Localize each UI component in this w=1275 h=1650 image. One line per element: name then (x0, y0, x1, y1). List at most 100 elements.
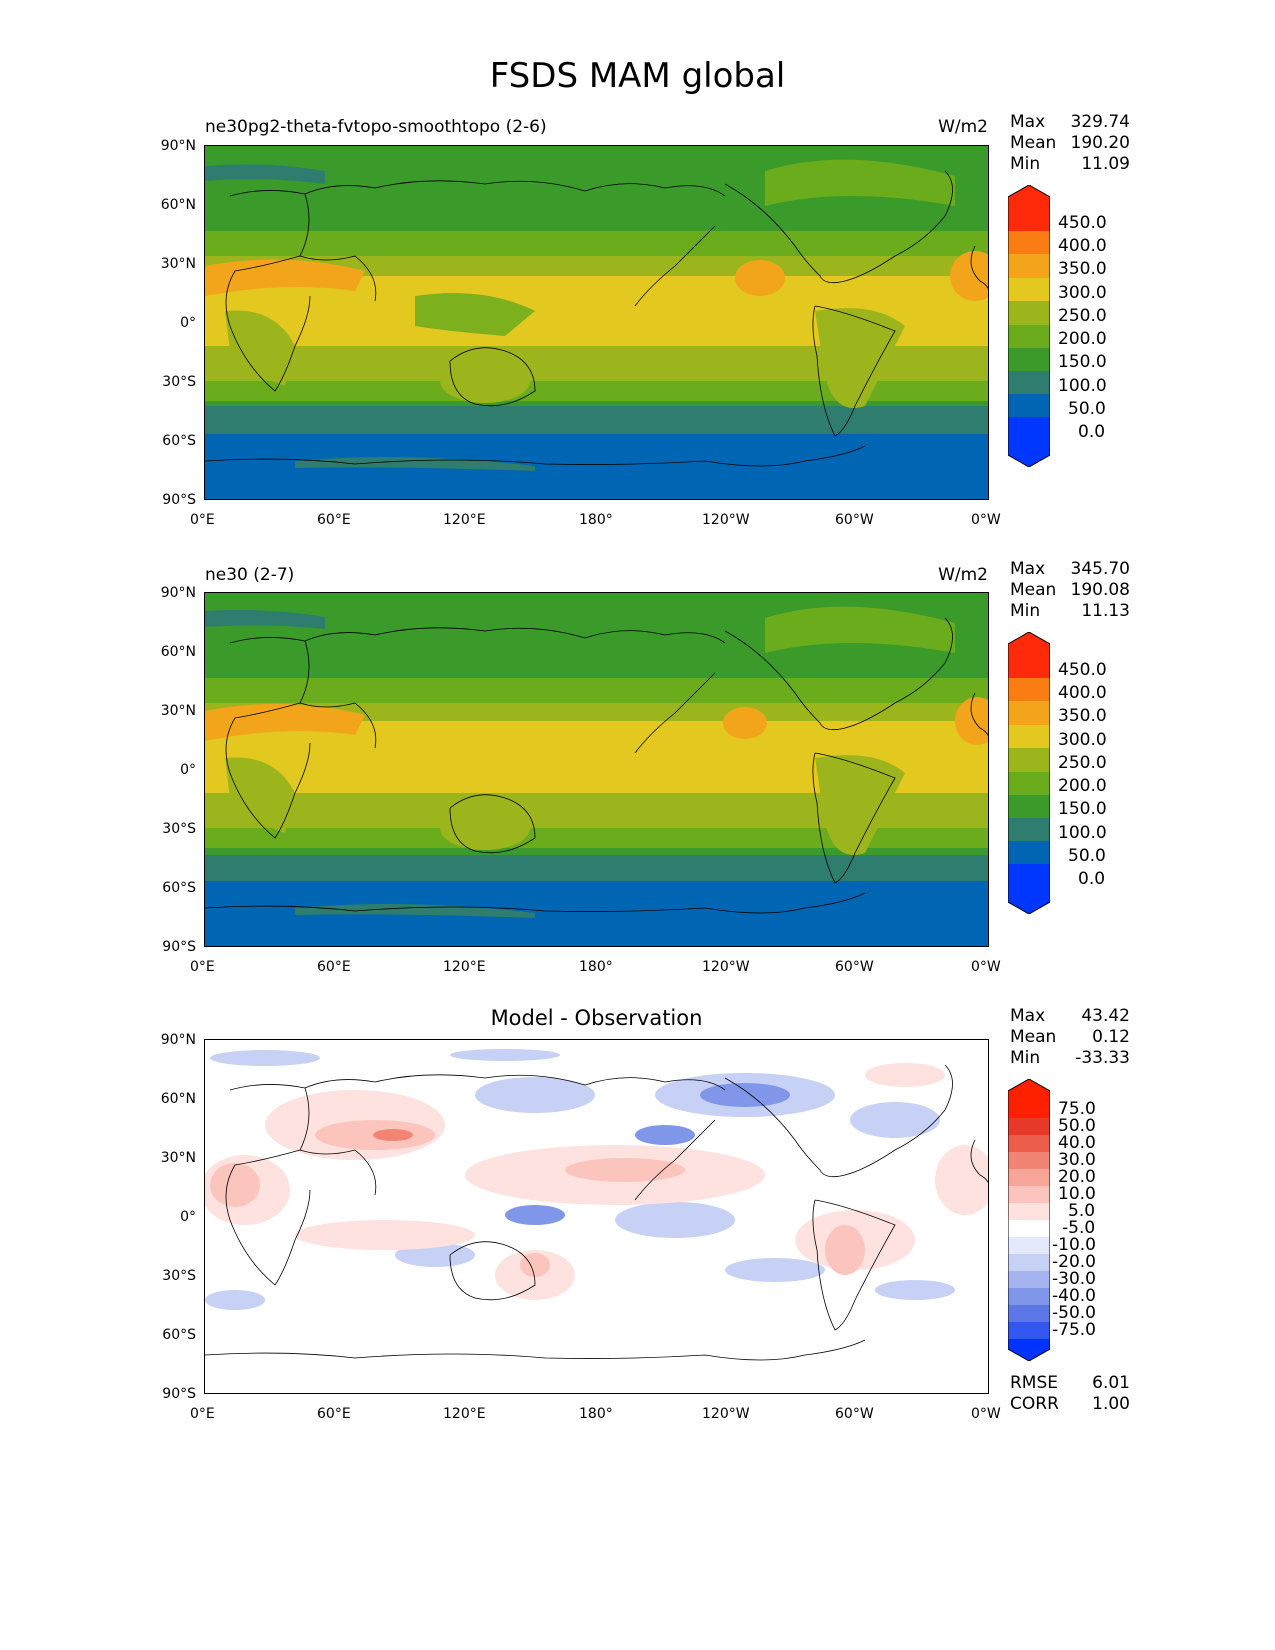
cb1-label-250: 250.0 (1058, 306, 1107, 326)
cb1-label-0: 0.0 (1078, 422, 1106, 442)
p1-xtick-180: 180° (579, 512, 613, 528)
p2-xtick-60w: 60°W (835, 959, 874, 975)
panel-3-max-key: Max (1010, 1006, 1046, 1026)
cb1-bin-200-250 (1008, 301, 1050, 325)
p3-ytick-30n: 30°N (160, 1150, 196, 1166)
cb3-label-75: 75.0 (1058, 1099, 1096, 1119)
panel-2-max-key: Max (1010, 559, 1046, 579)
cb2-label-250: 250.0 (1058, 753, 1107, 773)
cb2-label-400: 400.0 (1058, 683, 1107, 703)
cb3-label-10: 10.0 (1058, 1184, 1096, 1204)
cb3-label-40: 40.0 (1058, 1133, 1096, 1153)
cb1-bin-150-200 (1008, 325, 1050, 348)
p3-xtick-0e: 0°E (190, 1406, 215, 1422)
p3-xtick-60e: 60°E (317, 1406, 351, 1422)
cb1-bin-100-150 (1008, 348, 1050, 371)
p2-ytick-30n: 30°N (160, 703, 196, 719)
cb3-label-50: 50.0 (1058, 1116, 1096, 1136)
cb3-bin-neg-20-30 (1008, 1271, 1050, 1288)
cb2-bin-300-350 (1008, 701, 1050, 725)
p3-ytick-0: 0° (180, 1209, 196, 1225)
cb3-label-5: 5.0 (1068, 1201, 1096, 1221)
corr-key: CORR (1010, 1394, 1059, 1414)
panel-2-min-value: 11.13 (1081, 601, 1130, 621)
p2-ytick-60n: 60°N (160, 644, 196, 660)
p1-xtick-60e: 60°E (317, 512, 351, 528)
p1-ytick-30s: 30°S (162, 374, 196, 390)
p1-xtick-120w: 120°W (702, 512, 750, 528)
cb3-label-neg-40: -40.0 (1052, 1286, 1096, 1306)
cb3-bin-50-75 (1008, 1101, 1050, 1118)
p2-ytick-90n: 90°N (160, 585, 196, 601)
cb2-label-300: 300.0 (1058, 730, 1107, 750)
p2-ytick-90s: 90°S (162, 939, 196, 955)
cb2-bin-100-150 (1008, 795, 1050, 818)
panel-1-mean-key: Mean (1010, 133, 1057, 153)
cb3-bin-neg-50-75 (1008, 1322, 1050, 1339)
cb1-bin-400-450 (1008, 207, 1050, 231)
cb1-bin-450-plus (1008, 185, 1050, 207)
cb2-label-100: 100.0 (1058, 823, 1107, 843)
p3-ytick-90s: 90°S (162, 1386, 196, 1402)
panel-3-map-field (205, 1040, 988, 1393)
cb2-label-150: 150.0 (1058, 799, 1107, 819)
panel-2-map-field (205, 593, 988, 946)
panel-3-mean-key: Mean (1010, 1027, 1057, 1047)
p3-xtick-0w: 0°W (971, 1406, 1001, 1422)
rmse-value: 6.01 (1092, 1373, 1130, 1393)
p3-xtick-180: 180° (579, 1406, 613, 1422)
panel-1-label: ne30pg2-theta-fvtopo-smoothtopo (2-6) (205, 117, 547, 137)
cb2-bin-450-plus (1008, 632, 1050, 654)
panel-1-units: W/m2 (938, 117, 988, 137)
cb3-bin-below-neg-75 (1008, 1339, 1050, 1361)
panel-2-colorbar (1008, 632, 1050, 914)
cb3-bin-75-plus (1008, 1079, 1050, 1101)
cb3-bin-30-40 (1008, 1135, 1050, 1152)
panel-2-units: W/m2 (938, 565, 988, 585)
cb3-label-20: 20.0 (1058, 1167, 1096, 1187)
panel-1-mean-value: 190.20 (1070, 133, 1130, 153)
cb2-bin-250-300 (1008, 725, 1050, 748)
cb1-bin-300-350 (1008, 254, 1050, 278)
cb1-label-150: 150.0 (1058, 352, 1107, 372)
cb3-bin-0-5 (1008, 1203, 1050, 1220)
p1-ytick-90n: 90°N (160, 138, 196, 154)
p2-ytick-60s: 60°S (162, 880, 196, 896)
cb3-label-neg-50: -50.0 (1052, 1303, 1096, 1323)
cb2-bin-150-200 (1008, 772, 1050, 795)
panel-1-min-key: Min (1010, 154, 1041, 174)
p3-xtick-120w: 120°W (702, 1406, 750, 1422)
rmse-key: RMSE (1010, 1373, 1059, 1393)
cb3-bin-10-20 (1008, 1169, 1050, 1186)
panel-3-mean-value: 0.12 (1092, 1027, 1130, 1047)
panel-3-min-value: -33.33 (1075, 1048, 1130, 1068)
p1-ytick-30n: 30°N (160, 256, 196, 272)
cb2-bin-50-100 (1008, 818, 1050, 841)
cb3-bin-neutral (1008, 1220, 1050, 1237)
cb3-label-30: 30.0 (1058, 1150, 1096, 1170)
p1-ytick-90s: 90°S (162, 492, 196, 508)
cb3-bin-neg-40-50 (1008, 1305, 1050, 1322)
cb2-bin-200-250 (1008, 748, 1050, 772)
figure-title: FSDS MAM global (489, 56, 786, 96)
p2-xtick-60e: 60°E (317, 959, 351, 975)
panel-1-max-value: 329.74 (1070, 112, 1130, 132)
cb1-label-300: 300.0 (1058, 283, 1107, 303)
cb2-label-50: 50.0 (1068, 846, 1106, 866)
p3-xtick-120e: 120°E (443, 1406, 486, 1422)
cb1-bin-below-0 (1008, 417, 1050, 467)
panel-1-map-field (205, 146, 988, 499)
cb3-label-neg-30: -30.0 (1052, 1269, 1096, 1289)
panel-2-label: ne30 (2-7) (205, 565, 295, 585)
p1-xtick-120e: 120°E (443, 512, 486, 528)
cb2-bin-400-450 (1008, 654, 1050, 678)
cb3-bin-20-30 (1008, 1152, 1050, 1169)
cb1-bin-0-50 (1008, 394, 1050, 417)
p1-xtick-60w: 60°W (835, 512, 874, 528)
panel-3-colorbar (1008, 1079, 1050, 1361)
p2-ytick-30s: 30°S (162, 821, 196, 837)
cb3-label-neg-20: -20.0 (1052, 1252, 1096, 1272)
panel-2-map (204, 592, 989, 947)
panel-2-min-key: Min (1010, 601, 1041, 621)
cb3-bin-neg-30-40 (1008, 1288, 1050, 1305)
